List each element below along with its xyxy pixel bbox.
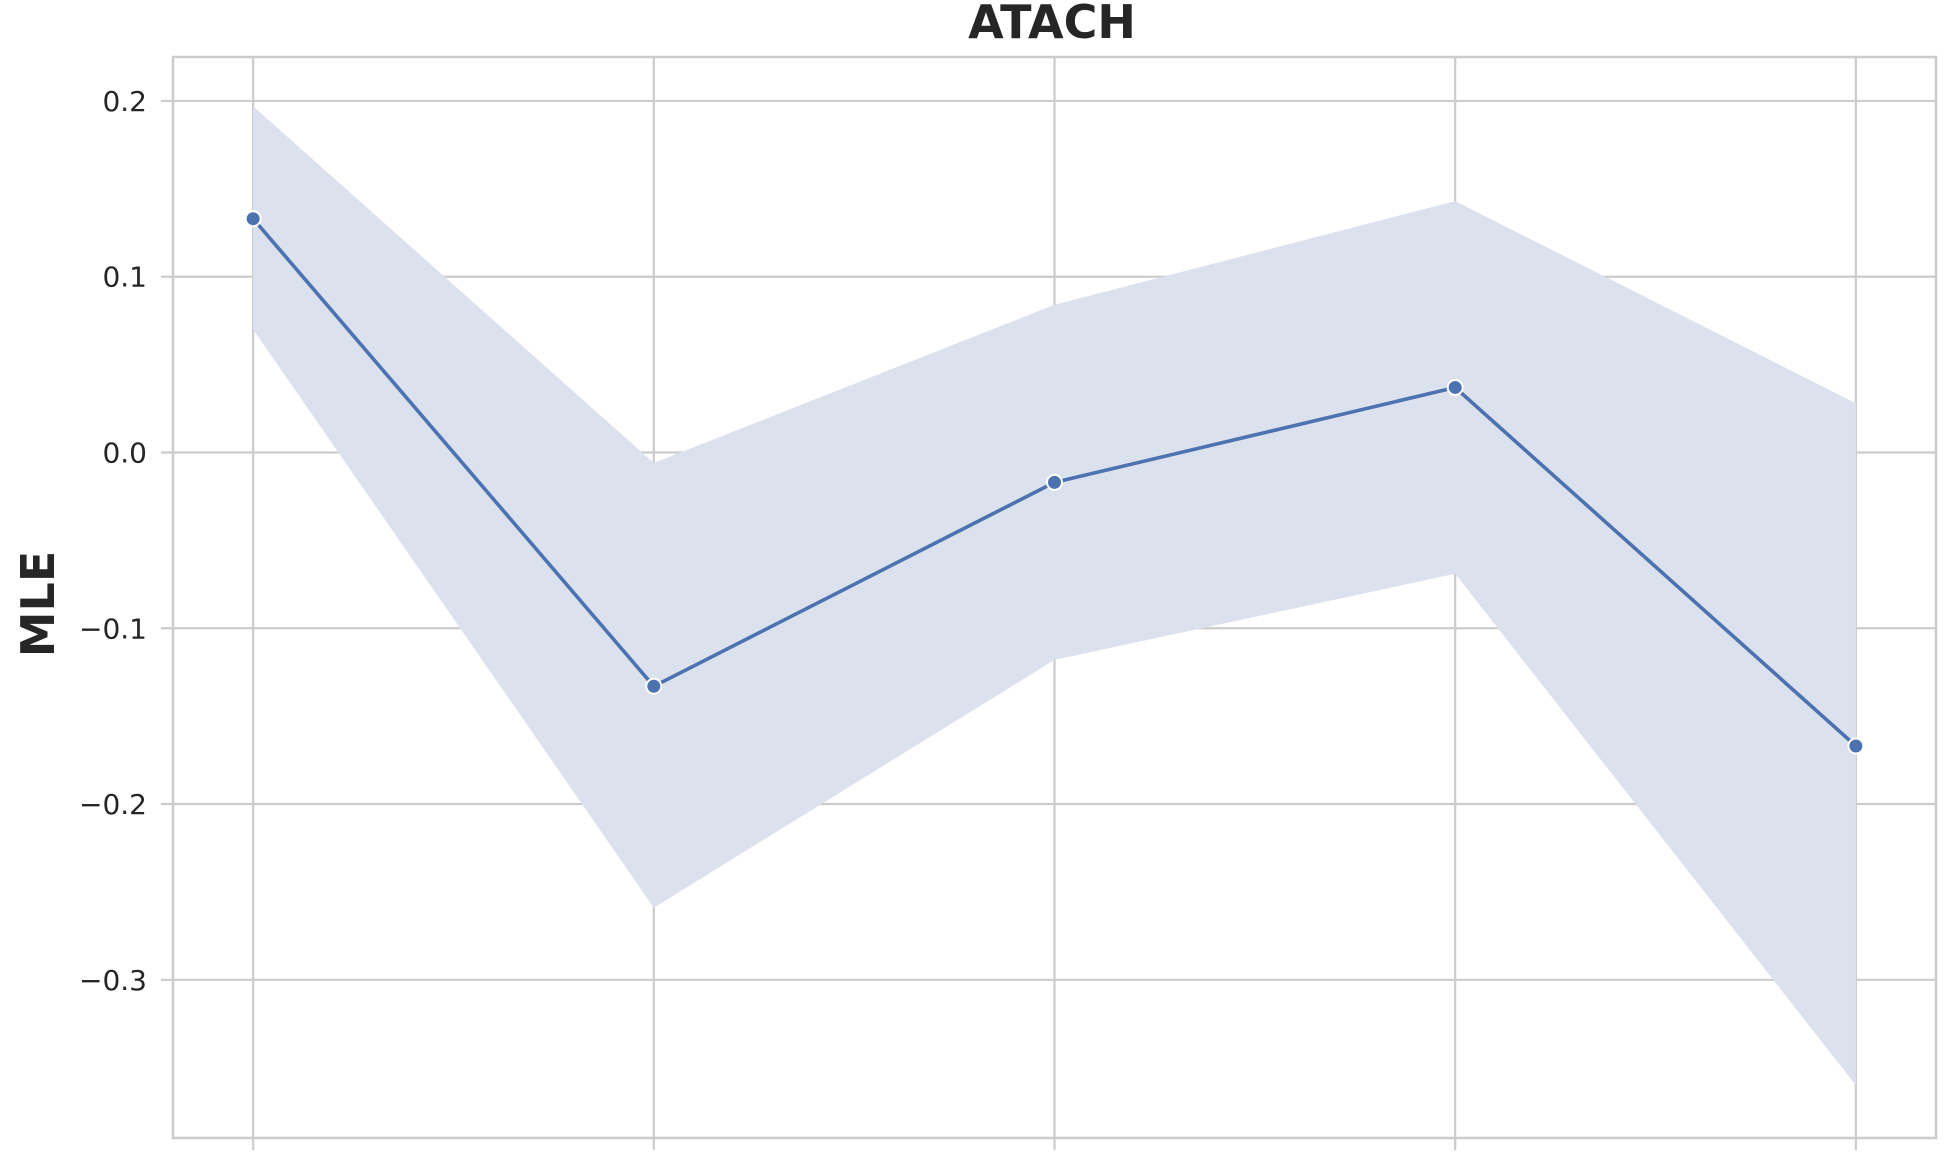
y-tick-labels: −0.3 −0.2 −0.1 0.0 0.1 0.2 (79, 85, 147, 997)
confidence-band-group (253, 106, 1856, 1086)
y-tick-label: 0.2 (102, 85, 147, 118)
y-tick-label: −0.2 (79, 788, 147, 821)
y-tick-label: 0.1 (102, 261, 147, 294)
y-tick-label: 0.0 (102, 436, 147, 469)
y-axis-label: MLE (11, 551, 65, 658)
plot-frame (171, 55, 1938, 1140)
confidence-band (253, 106, 1856, 1086)
y-tick-label: −0.1 (79, 612, 147, 645)
chart-title: ATACH (968, 0, 1136, 49)
data-point (244, 210, 262, 228)
data-point-group (244, 210, 1865, 755)
y-tick-label: −0.3 (79, 964, 147, 997)
data-point (1446, 378, 1464, 396)
data-point (1847, 737, 1865, 755)
data-point (645, 677, 663, 695)
data-point (1046, 473, 1063, 491)
